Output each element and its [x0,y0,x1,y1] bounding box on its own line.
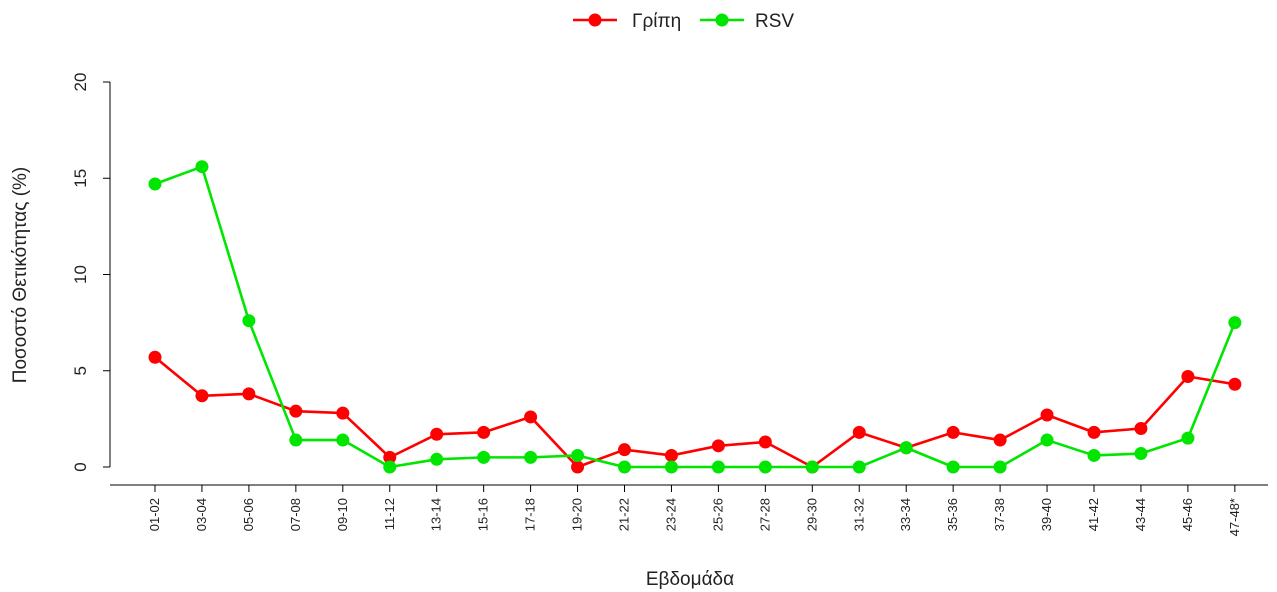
data-point [336,406,350,420]
x-tick-label: 35-36 [945,498,960,531]
series-line [154,165,1237,469]
x-tick-label: 13-14 [429,498,444,531]
x-tick-label: 37-38 [992,498,1007,531]
x-tick-label: 11-12 [382,498,397,530]
data-point [993,433,1007,447]
x-tick-label: 27-28 [757,498,772,531]
data-point [477,450,491,464]
data-point [289,404,303,418]
data-point [1181,370,1195,384]
x-tick-label: 43-44 [1133,498,1148,531]
data-point [242,387,256,401]
data-point [148,350,162,364]
x-axis: 01-02 03-04 05-06 07-08 09-10 11-12 13-14 15-16… [110,484,1268,536]
y-tick-label: 0 [71,462,90,471]
data-point [430,427,444,441]
x-tick-label: 17-18 [523,498,538,531]
x-tick-label: 23-24 [663,498,678,531]
y-axis: 0 5 10 15 20 [71,73,111,472]
legend-label: RSV [755,11,794,32]
legend-marker [588,13,602,27]
data-point [242,314,256,328]
data-point [805,460,819,474]
x-tick-label: 25-26 [710,498,725,531]
data-point [618,443,631,457]
y-axis-title: Ποσοστό Θετικότητας (%) [10,167,31,383]
x-tick-label: 31-32 [851,498,866,531]
y-tick-label: 10 [71,265,90,284]
x-tick-label: 19-20 [570,498,585,531]
data-point [664,448,678,462]
data-point [664,460,678,474]
x-axis-title: Εβδομάδα [646,569,734,590]
data-point [993,460,1007,474]
data-point [195,389,209,403]
data-point [852,425,866,439]
data-point [383,450,397,464]
legend-marker [715,13,729,27]
data-point [383,460,397,474]
legend-label: Γρίπη [632,11,681,32]
data-point [711,460,725,474]
x-tick-label: 01-02 [147,498,162,531]
x-tick-label: 21-22 [617,498,632,531]
data-point [852,460,866,474]
data-point [1087,448,1101,462]
y-tick-label: 15 [71,169,90,188]
data-point [524,450,538,464]
data-point [899,441,913,455]
data-point [711,439,725,453]
data-point [477,425,491,439]
data-point [148,177,162,191]
data-point [571,448,585,462]
series-line [154,356,1236,469]
data-point [430,452,444,466]
x-tick-label: 41-42 [1086,498,1101,531]
x-tick-label: 45-46 [1180,498,1195,531]
y-tick-label: 20 [71,73,90,92]
data-point [758,435,772,449]
data-point [618,460,631,474]
x-tick-label: 05-06 [241,498,256,531]
x-tick-label: 33-34 [898,498,913,531]
x-tick-label: 47-48* [1227,498,1242,536]
data-point [524,410,538,424]
data-point [1040,433,1054,447]
data-point [571,460,585,474]
x-tick-label: 03-04 [194,498,209,531]
data-point [1040,408,1054,422]
x-tick-label: 09-10 [335,498,350,531]
x-tick-label: 15-16 [476,498,491,531]
y-tick-label: 5 [71,366,90,375]
series-2 [148,160,1242,474]
x-tick-label: 39-40 [1039,498,1054,531]
data-point [336,433,350,447]
data-point [1134,447,1148,461]
data-point [289,433,303,447]
legend: Γρίπη RSV [573,11,794,32]
data-point [1087,425,1101,439]
series-1 [148,350,1242,474]
data-point [946,425,960,439]
data-point [1134,422,1148,435]
data-point [758,460,772,474]
series-layer [148,160,1242,474]
data-point [946,460,960,474]
data-point [1228,316,1242,330]
data-point [1228,377,1242,391]
data-point [1181,431,1195,445]
data-point [195,160,209,174]
x-tick-label: 07-08 [288,498,303,531]
x-tick-label: 29-30 [804,498,819,531]
